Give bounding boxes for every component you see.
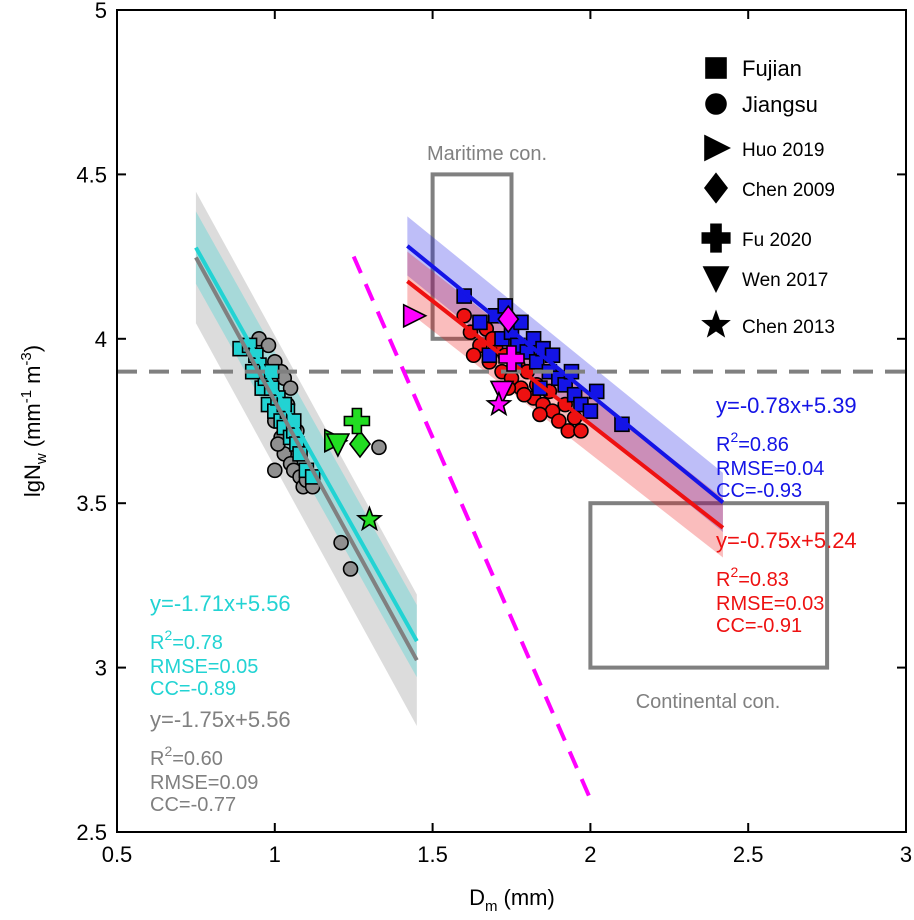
data-point bbox=[266, 462, 283, 479]
legend-marker-chen-2013 bbox=[701, 309, 731, 338]
legend-label-wen-2017: Wen 2017 bbox=[742, 270, 828, 291]
marker-wen-2017 bbox=[489, 380, 515, 406]
jiangsu-fit-line bbox=[406, 279, 725, 530]
data-point bbox=[260, 337, 277, 354]
cyan-fit-equation: y=-1.71x+5.56 bbox=[150, 591, 291, 616]
x-tick-label: 1.5 bbox=[417, 842, 448, 867]
data-point bbox=[472, 314, 488, 331]
data-point bbox=[371, 439, 387, 456]
data-point bbox=[342, 561, 359, 577]
fujian-fit-line bbox=[406, 244, 725, 504]
gray-fit-r2: R2=0.60 bbox=[150, 743, 223, 770]
data-point bbox=[573, 423, 589, 439]
legend-label-chen-2009: Chen 2009 bbox=[742, 180, 835, 201]
legend-marker-jiangsu bbox=[705, 93, 727, 115]
legend-marker-huo-2019 bbox=[704, 134, 731, 162]
data-point bbox=[532, 406, 548, 423]
y-tick-label: 5 bbox=[95, 0, 107, 23]
legend-label-fujian: Fujian bbox=[742, 56, 802, 81]
gray-fit-rmse: RMSE=0.09 bbox=[150, 772, 258, 794]
fujian-fit-rmse: RMSE=0.04 bbox=[716, 458, 824, 480]
fujian-fit-r2: R2=0.86 bbox=[716, 429, 789, 456]
plot-frame bbox=[116, 9, 907, 833]
marker-fu-2020 bbox=[498, 345, 525, 372]
cyan-fit-rmse: RMSE=0.05 bbox=[150, 656, 258, 678]
legend-marker-fu-2020 bbox=[701, 223, 731, 253]
legend-label-jiangsu: Jiangsu bbox=[742, 92, 818, 117]
y-tick-label: 4.5 bbox=[76, 162, 107, 187]
data-point bbox=[516, 386, 532, 403]
annotations: Maritime con. Continental con. y=-0.78x+5.… bbox=[150, 143, 857, 816]
data-point bbox=[465, 347, 482, 364]
legend-marker-chen-2009 bbox=[703, 172, 729, 204]
gray-fit-equation: y=-1.75x+5.56 bbox=[150, 707, 291, 732]
data-point bbox=[481, 347, 498, 364]
cyan-fit-cc: CC=-0.89 bbox=[150, 678, 236, 700]
axes: 0.5 1 1.5 2 2.5 3 2.5 3 3.5 4 4.5 5 bbox=[76, 0, 912, 867]
legend-label-fu-2020: Fu 2020 bbox=[742, 230, 812, 251]
marker-huo-2019 bbox=[402, 303, 428, 329]
jiangsu-fit-equation: y=-0.75x+5.24 bbox=[716, 528, 857, 553]
jiangsu-fit-cc: CC=-0.91 bbox=[716, 615, 802, 637]
legend-label-huo-2019: Huo 2019 bbox=[742, 140, 824, 161]
plot-area bbox=[117, 172, 906, 800]
x-axis-label: Dm (mm) bbox=[469, 885, 555, 915]
y-tick-label: 2.5 bbox=[76, 820, 107, 845]
x-tick-label: 2.5 bbox=[733, 842, 764, 867]
legend-marker-fujian bbox=[705, 57, 727, 79]
gray-fit-line bbox=[194, 256, 419, 662]
data-point bbox=[582, 403, 599, 419]
magenta-dashed-line bbox=[351, 255, 593, 800]
marker-wen-2017 bbox=[325, 433, 351, 458]
data-point bbox=[333, 534, 349, 551]
data-point bbox=[456, 307, 472, 324]
jiangsu-fit-r2: R2=0.83 bbox=[716, 564, 789, 591]
marker-chen-2013 bbox=[355, 505, 384, 532]
fujian-fit-cc: CC=-0.93 bbox=[716, 480, 802, 502]
marker-chen-2009 bbox=[497, 304, 520, 334]
maritime-label: Maritime con. bbox=[427, 143, 547, 165]
data-point bbox=[282, 380, 299, 396]
cyan-fit-r2: R2=0.78 bbox=[150, 627, 223, 654]
y-tick-label: 4 bbox=[95, 327, 107, 352]
continental-label: Continental con. bbox=[636, 691, 781, 713]
continental-box bbox=[588, 501, 830, 670]
fujian-fit-equation: y=-0.78x+5.39 bbox=[716, 393, 857, 418]
marker-fu-2020 bbox=[343, 407, 371, 435]
x-tick-label: 1 bbox=[269, 842, 281, 867]
legend-marker-wen-2017 bbox=[702, 266, 730, 293]
x-tick-label: 0.5 bbox=[102, 842, 133, 867]
jiangsu-fit-rmse: RMSE=0.03 bbox=[716, 593, 824, 615]
y-axis-label: lgNw(mm-1m-3) bbox=[18, 345, 50, 497]
y-tick-label: 3.5 bbox=[76, 491, 107, 516]
gray-fit-cc: CC=-0.77 bbox=[150, 794, 236, 816]
legend-label-chen-2013: Chen 2013 bbox=[742, 317, 835, 338]
x-tick-label: 3 bbox=[900, 842, 912, 867]
marker-chen-2013 bbox=[485, 390, 513, 417]
data-point bbox=[551, 413, 567, 429]
y-tick-label: 3 bbox=[95, 656, 107, 681]
marker-chen-2009 bbox=[348, 429, 372, 459]
legend: Fujian Jiangsu Huo 2019 Chen 2009 Fu 2020 Wen… bbox=[701, 56, 835, 338]
cyan-fit-line bbox=[194, 246, 419, 643]
x-tick-label: 2 bbox=[584, 842, 596, 867]
